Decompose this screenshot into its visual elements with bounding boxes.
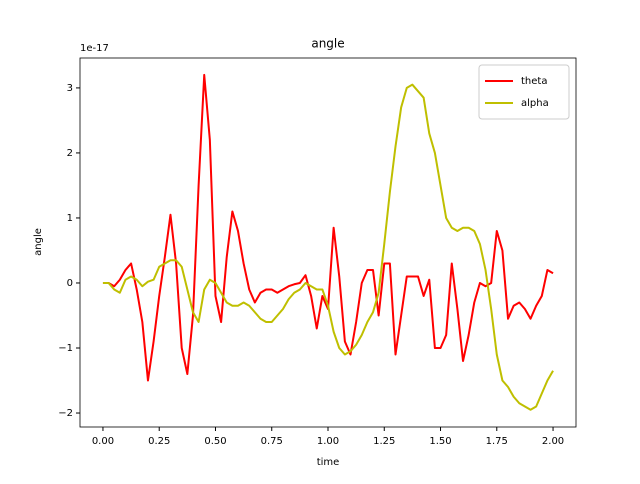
x-tick-label: 0.25 [148, 436, 170, 447]
x-tick-label: 1.75 [486, 436, 508, 447]
x-tick-label: 1.25 [373, 436, 395, 447]
x-tick-label: 0.00 [92, 436, 114, 447]
legend-label: theta [521, 76, 547, 87]
y-tick-label: −1 [58, 343, 73, 354]
offset-label: 1e-17 [80, 43, 109, 54]
x-axis-label: time [317, 457, 340, 468]
x-tick-label: 0.75 [261, 436, 283, 447]
y-tick-label: 3 [67, 83, 73, 94]
y-tick-label: 0 [67, 278, 73, 289]
chart-title: angle [311, 37, 344, 51]
x-tick-label: 2.00 [542, 436, 564, 447]
y-tick-label: 2 [67, 148, 73, 159]
y-tick-label: 1 [67, 213, 73, 224]
x-tick-label: 0.50 [204, 436, 226, 447]
line-alpha [102, 83, 554, 411]
y-tick-label: −2 [58, 408, 73, 419]
legend-box [478, 64, 570, 120]
x-tick-label: 1.00 [317, 436, 339, 447]
line-theta [102, 73, 554, 382]
legend-label: alpha [521, 98, 549, 109]
y-axis-label: angle [33, 228, 44, 256]
axes-frame [79, 57, 577, 428]
x-tick-label: 1.50 [429, 436, 451, 447]
